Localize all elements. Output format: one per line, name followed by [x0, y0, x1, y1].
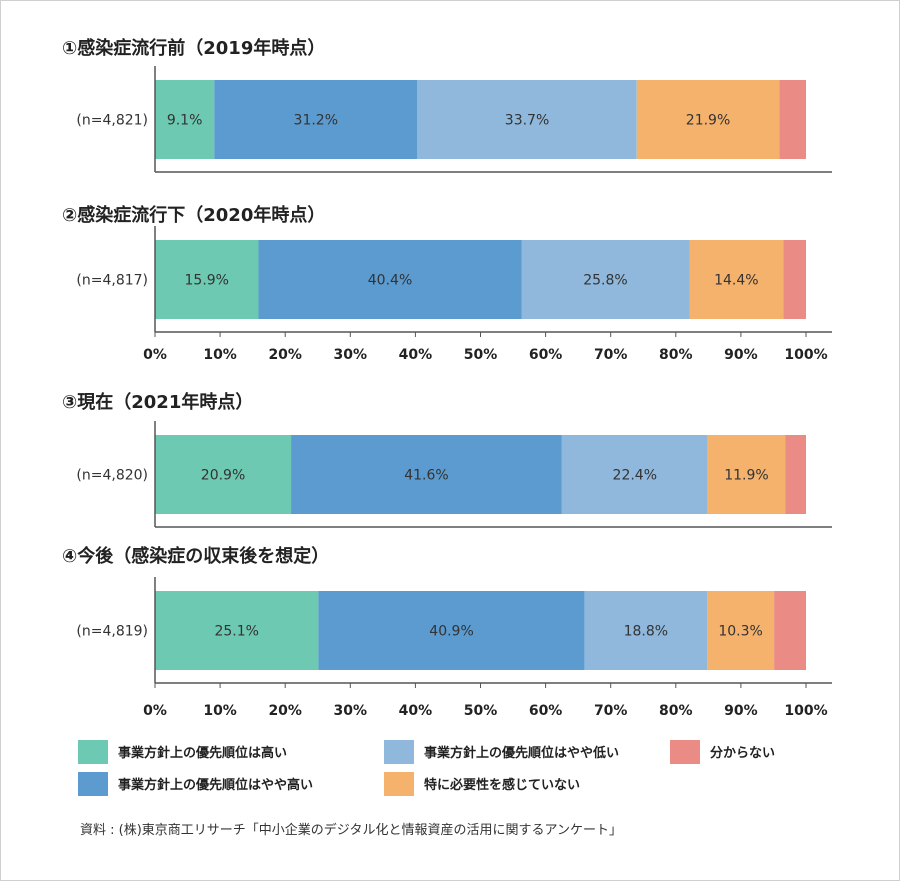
data-label: 25.1%	[214, 624, 258, 640]
panel-title: ②感染症流行下（2020年時点）	[62, 204, 325, 226]
bar-segment	[521, 240, 690, 319]
x-tick-label: 90%	[724, 703, 758, 719]
x-tick-label: 60%	[529, 347, 563, 363]
x-tick-label: 100%	[784, 347, 827, 363]
panel-title: ①感染症流行前（2019年時点）	[62, 37, 325, 59]
data-label: 41.6%	[404, 468, 448, 484]
bar-segment	[155, 435, 292, 514]
data-label: 33.7%	[505, 113, 549, 129]
bar-segment	[417, 80, 637, 159]
x-tick-label: 80%	[659, 347, 693, 363]
bar-segment	[779, 80, 806, 159]
x-tick-label: 20%	[268, 703, 302, 719]
panel-title: ④今後（感染症の収束後を想定）	[62, 545, 329, 567]
bar-segment	[707, 591, 775, 670]
bar-segment	[214, 80, 418, 159]
source-note: 資料 : (株)東京商工リサーチ「中小企業のデジタル化と情報資産の活用に関するア…	[80, 822, 622, 838]
x-tick-label: 30%	[334, 347, 368, 363]
x-tick-label: 0%	[143, 347, 167, 363]
bar-segment	[783, 240, 806, 319]
x-tick-label: 70%	[594, 703, 628, 719]
bar-segment	[689, 240, 784, 319]
x-tick-label: 70%	[594, 347, 628, 363]
bar-segment	[774, 591, 806, 670]
data-label: 22.4%	[613, 468, 657, 484]
legend-swatch	[78, 740, 108, 764]
x-tick-label: 30%	[334, 703, 368, 719]
bar-segment	[785, 435, 806, 514]
legend-swatch	[384, 772, 414, 796]
bar-segment	[707, 435, 786, 514]
bar-segment	[561, 435, 708, 514]
x-tick-label: 100%	[784, 703, 827, 719]
bar-segment	[155, 240, 259, 319]
x-tick-label: 40%	[399, 347, 433, 363]
data-label: 10.3%	[718, 624, 762, 640]
sample-size-label: (n=4,819)	[76, 624, 148, 640]
bar-segment	[155, 591, 319, 670]
x-tick-label: 0%	[143, 703, 167, 719]
data-label: 11.9%	[724, 468, 768, 484]
legend-label: 事業方針上の優先順位はやや高い	[118, 777, 313, 793]
bar-segment	[318, 591, 585, 670]
data-label: 20.9%	[201, 468, 245, 484]
legend-swatch	[78, 772, 108, 796]
data-label: 18.8%	[624, 624, 668, 640]
x-tick-label: 80%	[659, 703, 693, 719]
x-tick-label: 20%	[268, 347, 302, 363]
sample-size-label: (n=4,817)	[76, 273, 148, 289]
data-label: 21.9%	[686, 113, 730, 129]
x-tick-label: 50%	[464, 703, 498, 719]
x-tick-label: 10%	[203, 703, 237, 719]
x-tick-label: 60%	[529, 703, 563, 719]
x-tick-label: 90%	[724, 347, 758, 363]
bar-segment	[636, 80, 780, 159]
panel-title: ③現在（2021年時点）	[62, 391, 253, 413]
data-label: 14.4%	[714, 273, 758, 289]
data-label: 9.1%	[167, 113, 203, 129]
bar-segment	[155, 80, 215, 159]
data-label: 40.4%	[368, 273, 412, 289]
legend-swatch	[384, 740, 414, 764]
data-label: 15.9%	[185, 273, 229, 289]
x-tick-label: 40%	[399, 703, 433, 719]
bar-segment	[584, 591, 708, 670]
data-label: 25.8%	[583, 273, 627, 289]
data-label: 31.2%	[294, 113, 338, 129]
bar-segment	[291, 435, 562, 514]
sample-size-label: (n=4,820)	[76, 468, 148, 484]
legend-label: 特に必要性を感じていない	[424, 777, 580, 793]
legend-label: 事業方針上の優先順位はやや低い	[424, 745, 619, 761]
sample-size-label: (n=4,821)	[76, 113, 148, 129]
legend-label: 分からない	[710, 745, 775, 761]
legend-swatch	[670, 740, 700, 764]
data-label: 40.9%	[429, 624, 473, 640]
x-tick-label: 10%	[203, 347, 237, 363]
bar-segment	[258, 240, 522, 319]
legend-label: 事業方針上の優先順位は高い	[118, 745, 287, 761]
x-tick-label: 50%	[464, 347, 498, 363]
